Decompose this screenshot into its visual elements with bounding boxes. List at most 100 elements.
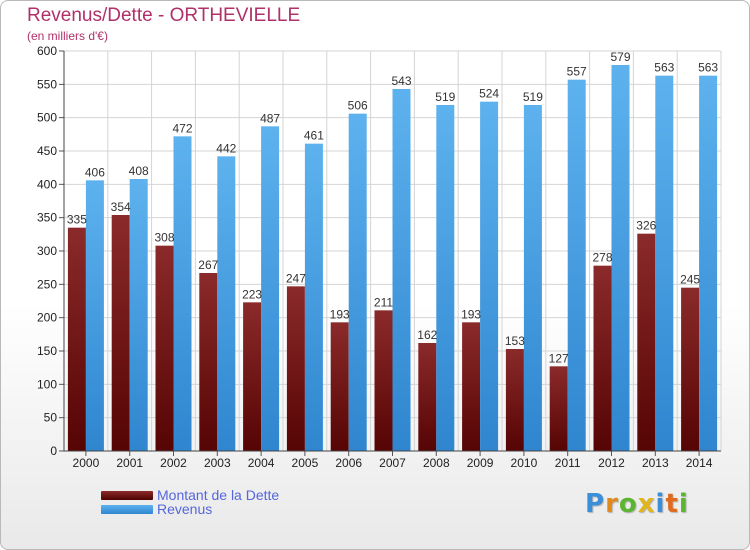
y-tick-label: 100 — [37, 377, 57, 391]
bar-revenus — [655, 75, 674, 452]
logo-letter: i — [655, 489, 666, 519]
x-tick-label: 2004 — [248, 456, 275, 470]
data-label-dette: 354 — [111, 200, 131, 214]
bar-dette — [67, 227, 86, 451]
bar-dette — [418, 343, 437, 451]
x-tick-label: 2002 — [160, 456, 187, 470]
data-label-revenus: 557 — [567, 65, 587, 79]
y-tick-label: 400 — [37, 177, 57, 191]
x-tick-label: 2000 — [73, 456, 100, 470]
bars — [67, 65, 718, 452]
legend-swatch-revenus — [101, 504, 153, 514]
data-label-dette: 278 — [592, 251, 612, 265]
legend-item-revenus: Revenus — [101, 501, 212, 517]
bar-revenus — [392, 89, 411, 451]
logo-letter: r — [605, 489, 619, 519]
data-label-revenus: 519 — [435, 90, 455, 104]
y-tick-label: 350 — [37, 211, 57, 225]
data-label-revenus: 461 — [304, 129, 324, 143]
logo-letter: P — [585, 489, 606, 519]
bar-revenus — [304, 143, 323, 451]
data-label-revenus: 487 — [260, 111, 280, 125]
logo-letter: i — [678, 489, 689, 519]
bar-revenus — [217, 156, 236, 452]
bar-revenus — [611, 65, 630, 451]
x-tick-label: 2014 — [686, 456, 713, 470]
x-tick-label: 2008 — [423, 456, 450, 470]
bar-revenus — [523, 105, 542, 451]
data-label-revenus: 563 — [698, 61, 718, 75]
data-label-revenus: 519 — [523, 90, 543, 104]
legend-label-dette: Montant de la Dette — [157, 487, 280, 503]
y-tick-label: 250 — [37, 277, 57, 291]
data-label-revenus: 442 — [216, 141, 236, 155]
legend-item-dette: Montant de la Dette — [101, 487, 279, 503]
logo-letter: x — [637, 489, 656, 519]
bar-revenus — [348, 113, 367, 452]
data-label-dette: 267 — [198, 258, 218, 272]
data-label-revenus: 408 — [129, 164, 149, 178]
chart-subtitle: (en milliers d'€) — [27, 29, 108, 43]
bar-dette — [462, 322, 481, 451]
logo-letter: t — [665, 489, 679, 519]
data-label-dette: 211 — [374, 295, 393, 309]
bar-dette — [637, 233, 656, 451]
proxiti-logo: Proxiti — [585, 489, 689, 523]
y-tick-label: 0 — [50, 444, 57, 458]
data-label-dette: 162 — [417, 328, 437, 342]
data-label-revenus: 524 — [479, 87, 499, 101]
bar-dette — [549, 366, 568, 451]
axes: 0 50 100 150 200 250 300 350 400 450 500 550 600 2000… — [37, 44, 721, 470]
x-tick-label: 2012 — [598, 456, 625, 470]
bar-dette — [593, 265, 612, 451]
data-label-dette: 127 — [549, 351, 569, 365]
data-label-revenus: 563 — [654, 61, 674, 75]
bar-dette — [374, 310, 393, 451]
bar-dette — [505, 349, 524, 451]
logo-letter: o — [618, 489, 638, 519]
y-tick-label: 50 — [44, 411, 58, 425]
data-label-revenus: 406 — [85, 165, 105, 179]
data-label-dette: 153 — [505, 334, 525, 348]
y-tick-label: 150 — [37, 344, 57, 358]
bar-revenus — [436, 105, 455, 451]
data-label-dette: 308 — [154, 231, 174, 245]
bar-revenus — [261, 126, 280, 451]
data-labels: 335 406 354 408 308 472 267 442 223 487 247 461 193 5… — [67, 50, 719, 365]
bar-dette — [243, 302, 262, 451]
data-label-revenus: 579 — [610, 50, 630, 64]
x-tick-label: 2009 — [467, 456, 494, 470]
bar-revenus — [173, 136, 192, 452]
data-label-dette: 193 — [330, 307, 350, 321]
x-tick-label: 2013 — [642, 456, 669, 470]
legend-swatch-dette — [101, 490, 153, 500]
data-label-dette: 193 — [461, 307, 481, 321]
y-tick-label: 200 — [37, 311, 57, 325]
bar-revenus — [85, 180, 104, 452]
chart-title: Revenus/Dette - ORTHEVIELLE — [27, 5, 301, 26]
data-label-dette: 326 — [636, 219, 656, 233]
data-label-revenus: 543 — [391, 74, 411, 88]
y-tick-label: 450 — [37, 144, 57, 158]
bar-dette — [681, 287, 700, 451]
bar-revenus — [699, 75, 718, 452]
data-label-dette: 223 — [242, 287, 262, 301]
bar-dette — [111, 215, 130, 451]
y-tick-label: 500 — [37, 111, 57, 125]
x-tick-label: 2010 — [511, 456, 538, 470]
bar-revenus — [129, 179, 148, 451]
x-tick-label: 2003 — [204, 456, 231, 470]
data-label-dette: 245 — [680, 273, 700, 287]
y-tick-label: 300 — [37, 244, 57, 258]
y-tick-label: 550 — [37, 77, 57, 91]
data-label-dette: 247 — [286, 271, 306, 285]
legend-label-revenus: Revenus — [157, 501, 213, 517]
bar-revenus — [567, 79, 586, 452]
x-tick-label: 2007 — [379, 456, 406, 470]
data-label-revenus: 472 — [172, 121, 192, 135]
x-tick-label: 2001 — [116, 456, 143, 470]
data-label-revenus: 506 — [348, 99, 368, 113]
y-tick-label: 600 — [37, 44, 57, 58]
x-tick-label: 2011 — [555, 456, 581, 470]
